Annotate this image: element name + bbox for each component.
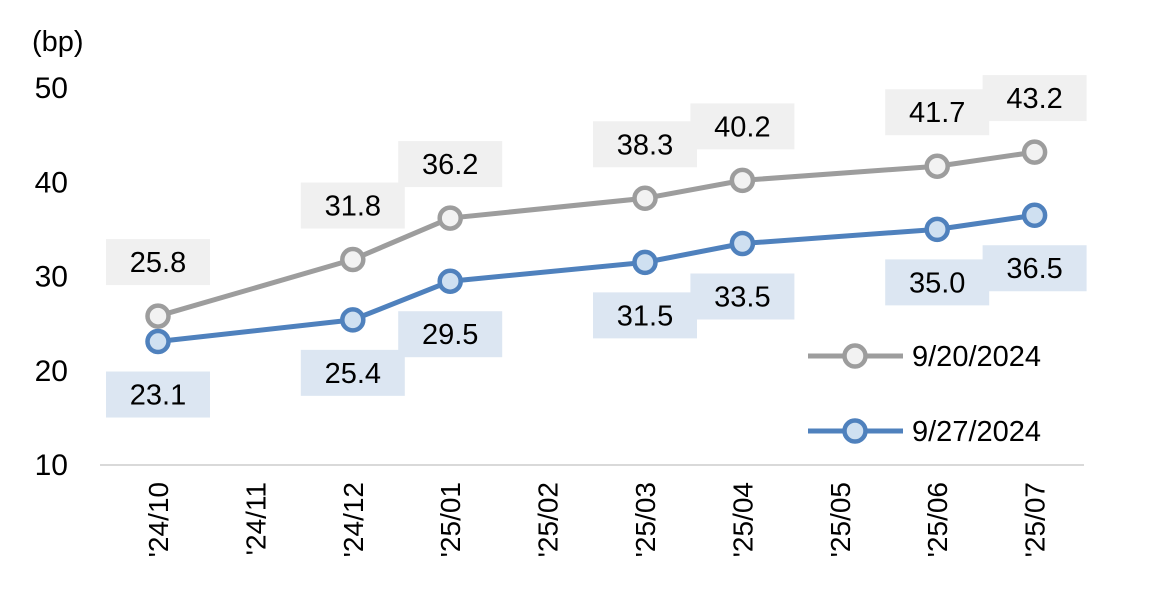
data-label: 36.5 [1006,253,1062,285]
data-label-box [106,371,210,418]
data-point-marker [145,328,171,355]
data-label-box [300,182,405,229]
data-label-box [398,311,503,358]
legend-swatch-marker [842,418,868,444]
data-label: 43.2 [1006,83,1062,115]
y-axis-tick-label: 10 [35,449,68,482]
data-point-marker [632,249,658,276]
data-point-marker [924,153,950,179]
data-label: 25.4 [325,358,381,390]
x-axis-tick-label: '25/06 [922,482,953,557]
data-label-box [982,75,1087,122]
data-label: 38.3 [617,129,673,161]
data-point-marker [437,268,463,294]
x-axis-tick-label: '25/02 [533,482,564,557]
x-axis-tick-label: '24/10 [143,482,174,557]
data-label: 31.5 [617,300,673,332]
data-label: 29.5 [422,319,478,351]
y-axis-tick-label: 20 [35,355,68,388]
data-point-marker [145,303,171,329]
data-point-marker [437,205,463,231]
x-axis-tick-label: '25/05 [825,482,856,557]
data-point-marker [340,307,366,333]
data-label-box [300,349,405,396]
y-axis-unit-label: (bp) [32,26,84,58]
data-label: 36.2 [422,149,478,181]
data-label: 33.5 [714,282,770,314]
x-axis-tick-label: '24/12 [338,482,369,557]
data-label: 31.8 [325,191,381,223]
data-label-box [885,89,990,136]
data-point-marker [340,246,366,273]
legend-swatch-marker [842,343,868,369]
data-label-box [593,121,697,168]
data-label-box [690,103,795,150]
data-label: 23.1 [130,380,186,412]
data-label: 35.0 [909,267,965,299]
y-axis-tick-label: 40 [35,166,68,199]
x-axis-tick-label: '24/11 [240,482,271,555]
data-point-marker [1021,202,1048,228]
legend-label: 9/20/2024 [912,341,1041,373]
legend-label: 9/27/2024 [912,416,1041,448]
x-axis-tick-label: '25/03 [630,482,661,557]
data-label-box [398,141,503,188]
data-point-marker [632,185,658,212]
x-axis-tick-label: '25/04 [727,482,758,557]
data-label-box [593,292,697,339]
x-axis-tick-label: '25/01 [435,482,466,557]
data-point-marker [729,167,756,194]
data-point-marker [924,216,950,243]
x-axis-tick-label: '25/07 [1020,482,1051,557]
data-label: 40.2 [714,111,770,143]
data-label-box [982,245,1087,292]
data-point-marker [729,230,756,257]
data-label-box [106,239,210,286]
data-point-marker [1021,139,1048,165]
y-axis-tick-label: 30 [35,261,68,294]
data-label: 25.8 [130,247,186,279]
y-axis-tick-label: 50 [35,72,68,105]
data-label-box [885,259,990,306]
data-label-box [690,273,795,320]
data-label: 41.7 [909,97,965,129]
